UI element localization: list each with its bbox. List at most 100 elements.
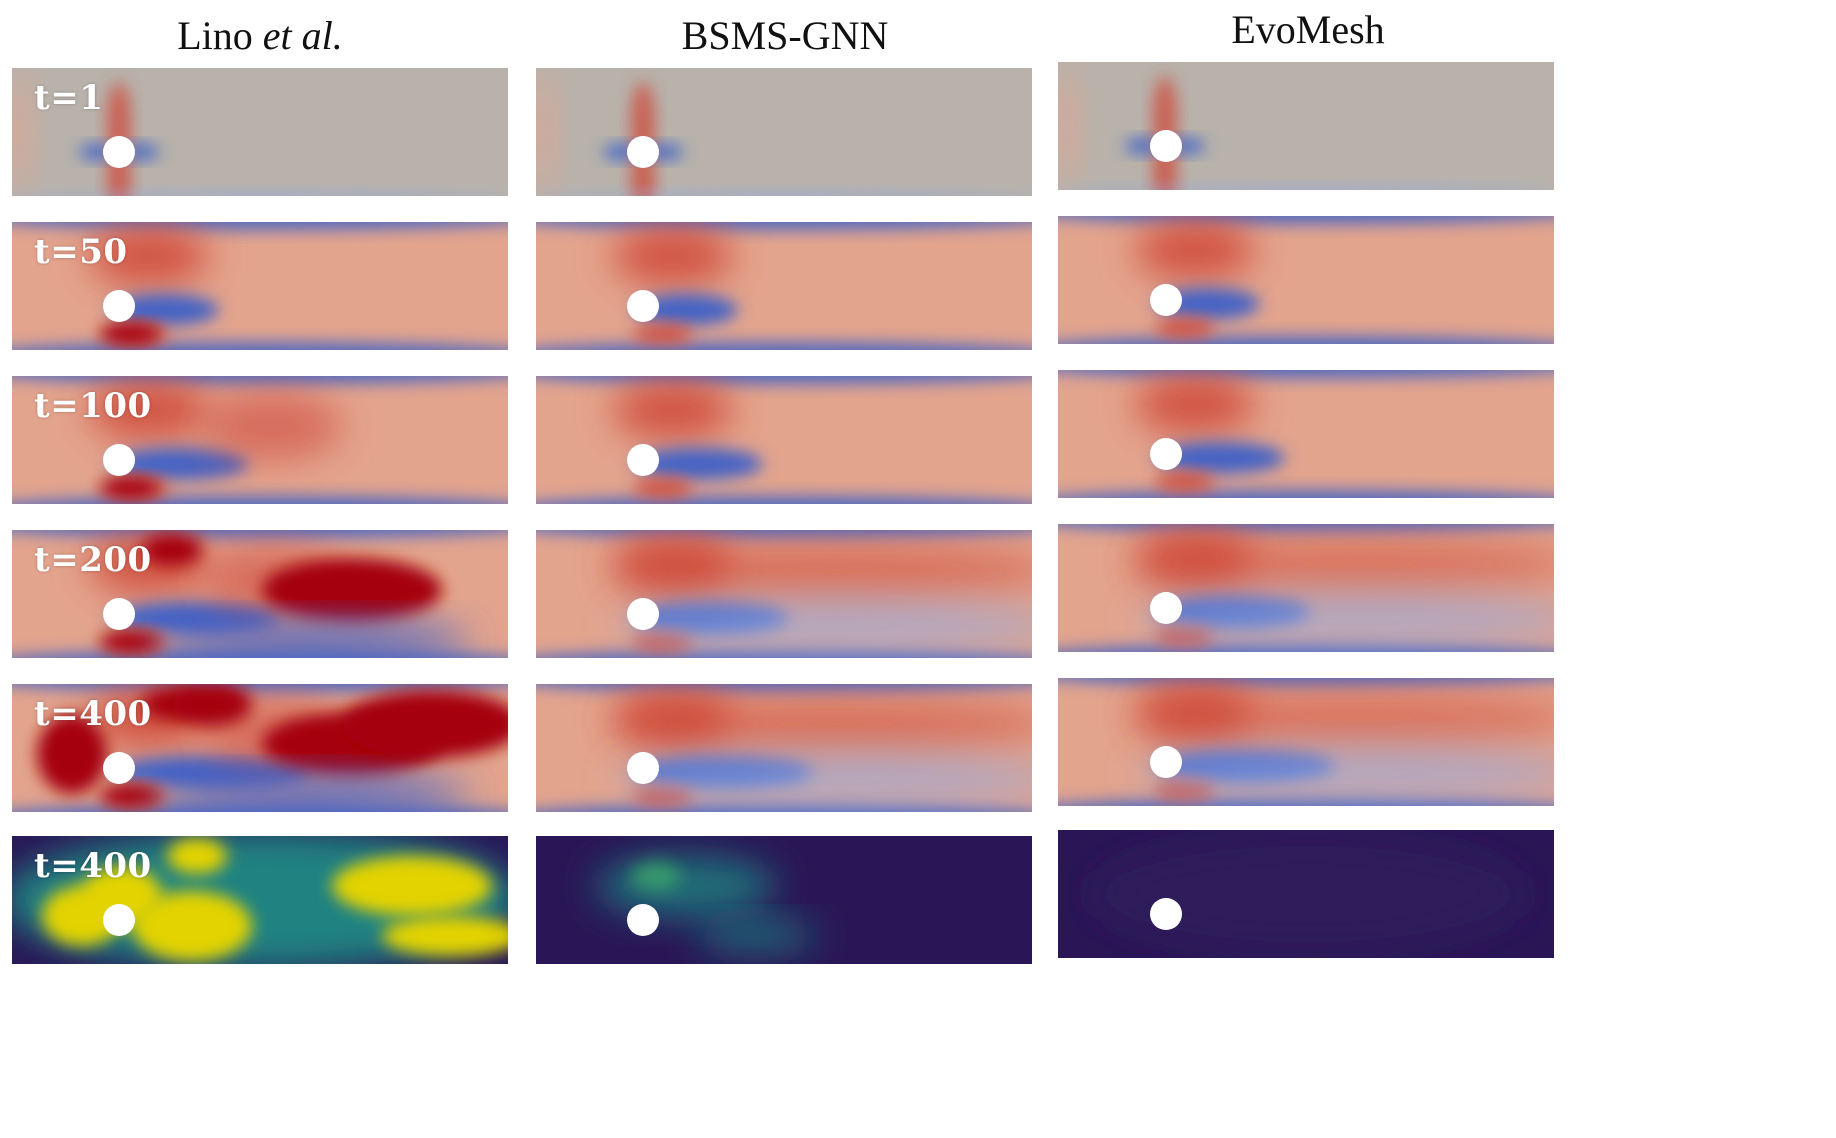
time-step-label: t=100 [34,386,152,426]
panel-bsms-gnn-row-3 [536,376,1032,504]
downstream-blue [152,774,472,812]
cylinder-obstacle [1150,898,1182,930]
column-title-lino-main: Lino [177,13,263,58]
cylinder-obstacle [627,752,659,784]
cylinder-obstacle [627,904,659,936]
bottom-wall-band [536,650,1032,658]
left-red-vortex [37,714,107,794]
field-plot [536,530,1032,658]
wake-blue [109,448,249,480]
bottom-wall-band [12,496,508,504]
cylinder-obstacle [627,598,659,630]
panel-evomesh-row-6 [1058,830,1554,958]
cylinder-obstacle [627,444,659,476]
column-title-bsms-gnn-text: BSMS-GNN [681,13,889,58]
panel-lino-row-6: t=400 [12,836,508,964]
field-plot [536,68,1032,196]
field-plot [1058,678,1554,806]
cylinder-obstacle [1150,592,1182,624]
lower-shear-blue [616,599,1032,651]
downstream-red [202,391,342,461]
cylinder-obstacle [1150,130,1182,162]
panel-bsms-gnn-row-4 [536,530,1032,658]
error-green-region [631,862,681,890]
far-red-vortex [342,690,508,758]
lower-shear-blue [1138,747,1554,799]
cylinder-obstacle [103,904,135,936]
cylinder-obstacle [103,598,135,630]
error-yellow-region [382,916,508,956]
lower-shear-blue [616,753,1032,805]
lower-vortex-strong [99,786,159,806]
error-yellow-region [167,838,227,874]
field-plot [536,376,1032,504]
lower-vortex [1155,472,1215,492]
field-background [536,376,1032,504]
field-background [1058,62,1554,190]
field-plot [12,222,508,350]
field-plot [1058,216,1554,344]
inlet-glow [536,72,554,192]
upper-vortex [89,226,209,286]
panel-lino-row-3: t=100 [12,376,508,504]
wake-blue [633,294,738,326]
lower-vortex-strong [99,478,159,498]
lower-shear-blue [1138,593,1554,645]
panel-bsms-gnn-row-1 [536,68,1032,196]
error-teal-region [696,920,816,952]
field-plot [536,836,1032,964]
field-plot [12,68,508,196]
column-title-evomesh: EvoMesh [1058,0,1558,60]
panel-evomesh-row-2 [1058,216,1554,344]
cylinder-obstacle [103,290,135,322]
panel-bsms-gnn-row-2 [536,222,1032,350]
bottom-wall-band [12,342,508,350]
upper-vortex [1135,374,1255,434]
error-yellow-region [332,856,492,916]
field-plot [536,684,1032,812]
field-plot [1058,370,1554,498]
upper-shear-red [1138,692,1554,744]
upper-vortex [613,226,733,286]
panel-bsms-gnn-row-6 [536,836,1032,964]
bottom-wall-band [1058,490,1554,498]
field-plot [1058,524,1554,652]
field-plot [12,836,508,964]
panel-lino-row-5: t=400 [12,684,508,812]
upper-red-vortex [142,534,202,566]
bottom-wall-band [536,804,1032,812]
column-title-evomesh-text: EvoMesh [1231,7,1385,52]
cylinder-obstacle [1150,746,1182,778]
inlet-glow [1058,66,1076,186]
bottom-wall-band [1058,798,1554,806]
panel-lino-row-1: t=1 [12,68,508,196]
field-plot [536,222,1032,350]
field-plot [12,684,508,812]
wake-blue [633,448,763,480]
upper-shear-red [616,698,1032,750]
downstream-blue [152,620,472,658]
field-background [536,222,1032,350]
field-background [1058,216,1554,344]
cylinder-obstacle [1150,438,1182,470]
cylinder-obstacle [627,290,659,322]
error-teal-region [596,856,776,916]
top-red-vortex [172,684,252,726]
panel-evomesh-row-4 [1058,524,1554,652]
bottom-wall-band [536,342,1032,350]
error-faint-region [1088,834,1528,954]
upper-vortex [1135,220,1255,280]
field-plot [1058,830,1554,958]
wall-band [569,192,999,196]
upper-shear-red [616,544,1032,596]
bottom-wall-band [1058,336,1554,344]
cylinder-obstacle [1150,284,1182,316]
panel-lino-row-4: t=200 [12,530,508,658]
panel-evomesh-row-5 [1058,678,1554,806]
field-plot [12,376,508,504]
time-step-label: t=400 [34,846,152,886]
error-yellow-region [132,891,252,961]
upper-vortex [89,380,209,440]
field-background [1058,370,1554,498]
bottom-wall-band [1058,644,1554,652]
